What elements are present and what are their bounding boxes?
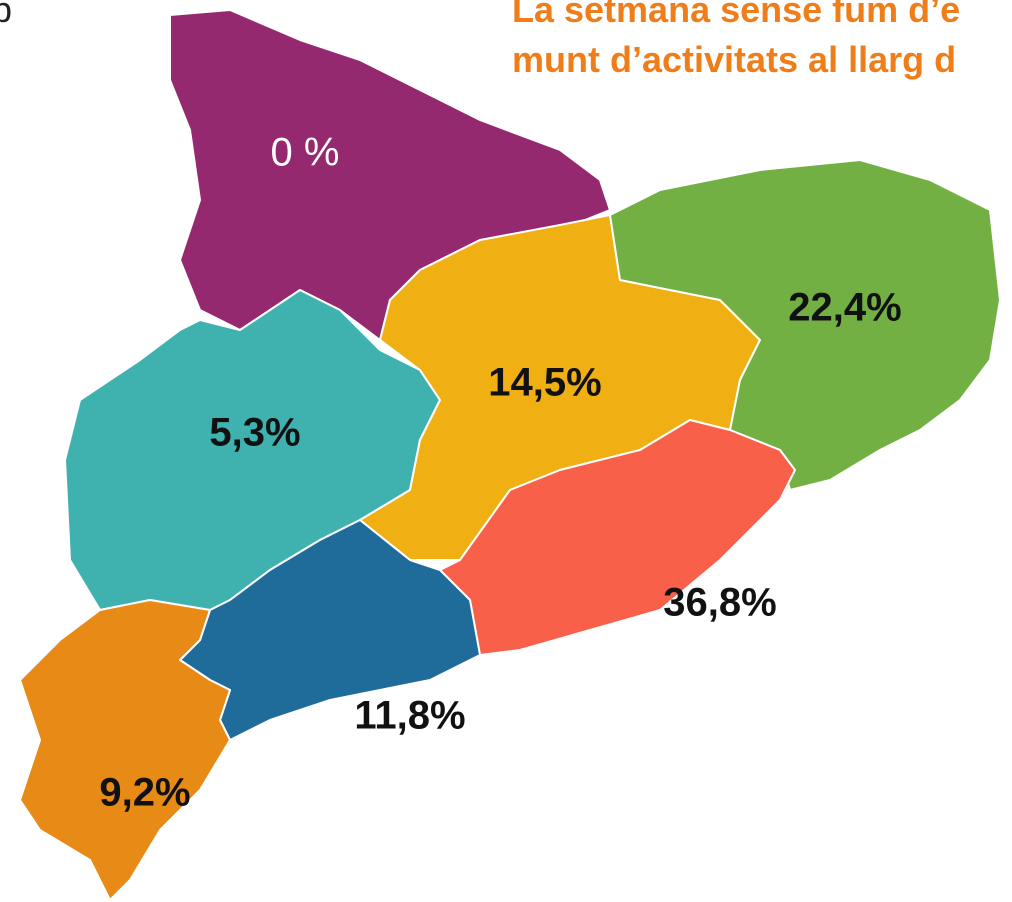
region (439, 419, 796, 656)
region-label: 11,8% (354, 694, 465, 738)
region (609, 159, 1001, 491)
title-line: munt d’activitats al llarg d (512, 39, 956, 80)
region-label: 14,5% (488, 361, 601, 405)
region (19, 599, 231, 901)
region-label: 22,4% (788, 286, 901, 330)
region-label: 9,2% (99, 771, 190, 815)
corner-text: b (0, 0, 12, 30)
region-label: 0 % (271, 131, 340, 175)
region-label: 5,3% (209, 411, 300, 455)
title-line: La setmana sense fum d’e (512, 0, 960, 30)
region-label: 36,8% (663, 581, 776, 625)
